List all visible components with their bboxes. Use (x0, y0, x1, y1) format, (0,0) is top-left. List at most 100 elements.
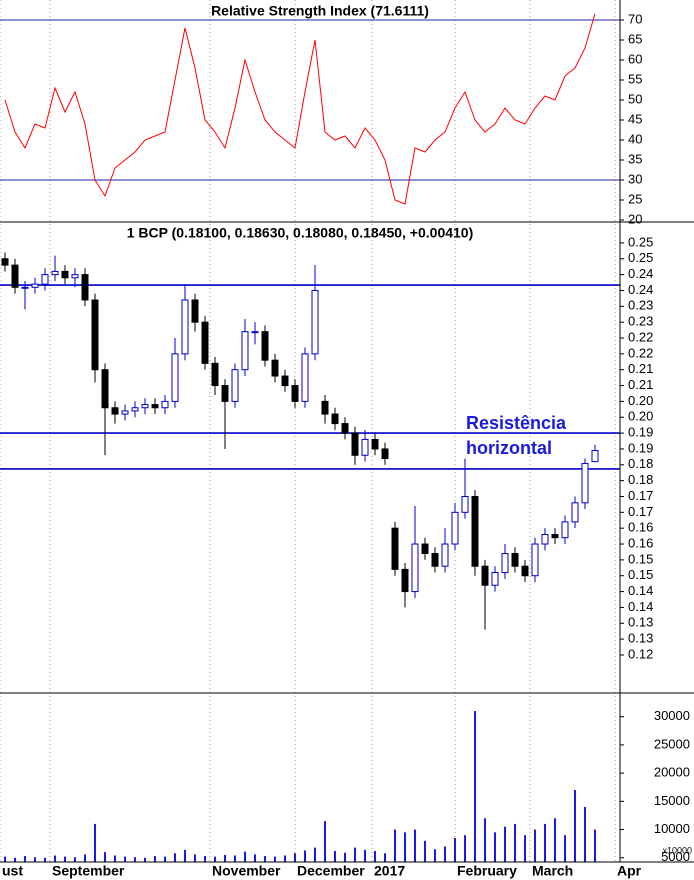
volume-bar (54, 855, 56, 862)
y-tick-label: 0.25 (628, 250, 653, 265)
candle-body (141, 404, 149, 409)
candle-body (181, 299, 189, 355)
candle-body (361, 438, 369, 456)
candle-body (91, 299, 99, 371)
candle-body (61, 270, 69, 279)
volume-bar (524, 835, 526, 862)
volume-bar (254, 854, 256, 862)
volume-bar (564, 835, 566, 862)
y-tick-label: 0.21 (628, 377, 653, 392)
candle-body (581, 463, 589, 504)
panel-title: Relative Strength Index (71.6111) (211, 3, 429, 19)
y-tick-label: 15000 (654, 793, 690, 808)
y-tick-label: 0.13 (628, 615, 653, 630)
volume-bar (374, 850, 376, 862)
volume-bar (354, 847, 356, 862)
y-tick-label: 0.23 (628, 298, 653, 313)
y-tick-label: 10000 (654, 821, 690, 836)
y-tick-label: 0.24 (628, 266, 653, 281)
volume-bar (224, 854, 226, 862)
candle-body (41, 274, 49, 285)
candle-body (211, 362, 219, 387)
candle-body (381, 448, 389, 459)
rsi-line (4, 13, 596, 205)
y-tick-label: 65 (628, 31, 642, 46)
candle-body (471, 495, 479, 567)
volume-bar (14, 857, 16, 862)
y-tick-label: 0.14 (628, 583, 653, 598)
candle-body (251, 331, 259, 334)
y-tick-label: 0.24 (628, 282, 653, 297)
volume-bar (184, 849, 186, 862)
volume-bar (274, 856, 276, 862)
panel-title: 1 BCP (0.18100, 0.18630, 0.18080, 0.1845… (127, 225, 474, 241)
candle-body (331, 413, 339, 425)
candle-body (271, 359, 279, 377)
volume-bar (364, 849, 366, 862)
volume-bar (174, 853, 176, 862)
volume-bar (304, 850, 306, 862)
volume-bar (494, 832, 496, 862)
candle-body (81, 274, 89, 301)
y-tick-label: 0.15 (628, 567, 653, 582)
candle-body (231, 369, 239, 402)
volume-bar (34, 857, 36, 862)
candle-body (21, 286, 29, 289)
y-tick-label: 0.17 (628, 504, 653, 519)
x-tick-label: ust (2, 863, 23, 879)
x-tick-label: Apr (617, 863, 642, 879)
y-tick-label: 0.16 (628, 520, 653, 535)
x-tick-label: November (212, 863, 281, 879)
candle-body (1, 258, 9, 266)
candle-body (31, 283, 39, 288)
candle-body (151, 404, 159, 409)
y-tick-label: 55 (628, 71, 642, 86)
volume-bar (234, 855, 236, 862)
volume-bar (244, 851, 246, 862)
candle-body (411, 543, 419, 593)
y-tick-label: 0.23 (628, 314, 653, 329)
candle-body (301, 353, 309, 402)
y-tick-label: 20000 (654, 765, 690, 780)
candle-body (501, 553, 509, 574)
volume-bar (434, 849, 436, 862)
volume-bar (114, 855, 116, 862)
candle-body (541, 534, 549, 545)
volume-bar (454, 838, 456, 862)
x-tick-label: December (297, 863, 365, 879)
volume-bar (124, 856, 126, 862)
candle-body (261, 331, 269, 361)
volume-bar (324, 821, 326, 862)
volume-bar (384, 853, 386, 862)
candle-body (511, 553, 519, 567)
volume-bar (104, 852, 106, 862)
candle-body (101, 369, 109, 409)
candle-body (421, 543, 429, 555)
candle-body (221, 385, 229, 402)
volume-bar (464, 835, 466, 862)
x-tick-label: 2017 (374, 863, 405, 879)
candle-body (131, 407, 139, 412)
y-tick-label: 0.22 (628, 345, 653, 360)
candle-body (161, 400, 169, 409)
candle-body (591, 450, 599, 463)
candle-body (281, 375, 289, 387)
x-tick-label: September (52, 863, 125, 879)
volume-bar (4, 856, 6, 862)
y-tick-label: 0.16 (628, 535, 653, 550)
candle-body (111, 407, 119, 415)
y-tick-label: 30000 (654, 708, 690, 723)
candle-body (491, 572, 499, 586)
candle-body (351, 432, 359, 456)
y-tick-label: 5000 (661, 849, 690, 864)
candle-body (121, 410, 129, 415)
volume-bar (24, 856, 26, 862)
volume-bar (484, 818, 486, 862)
y-tick-label: 0.15 (628, 551, 653, 566)
volume-bar (554, 818, 556, 862)
volume-bar (334, 850, 336, 862)
volume-bar (194, 854, 196, 862)
volume-bar (64, 856, 66, 862)
